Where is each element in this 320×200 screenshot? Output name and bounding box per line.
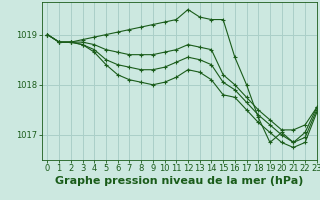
X-axis label: Graphe pression niveau de la mer (hPa): Graphe pression niveau de la mer (hPa) [55, 176, 303, 186]
